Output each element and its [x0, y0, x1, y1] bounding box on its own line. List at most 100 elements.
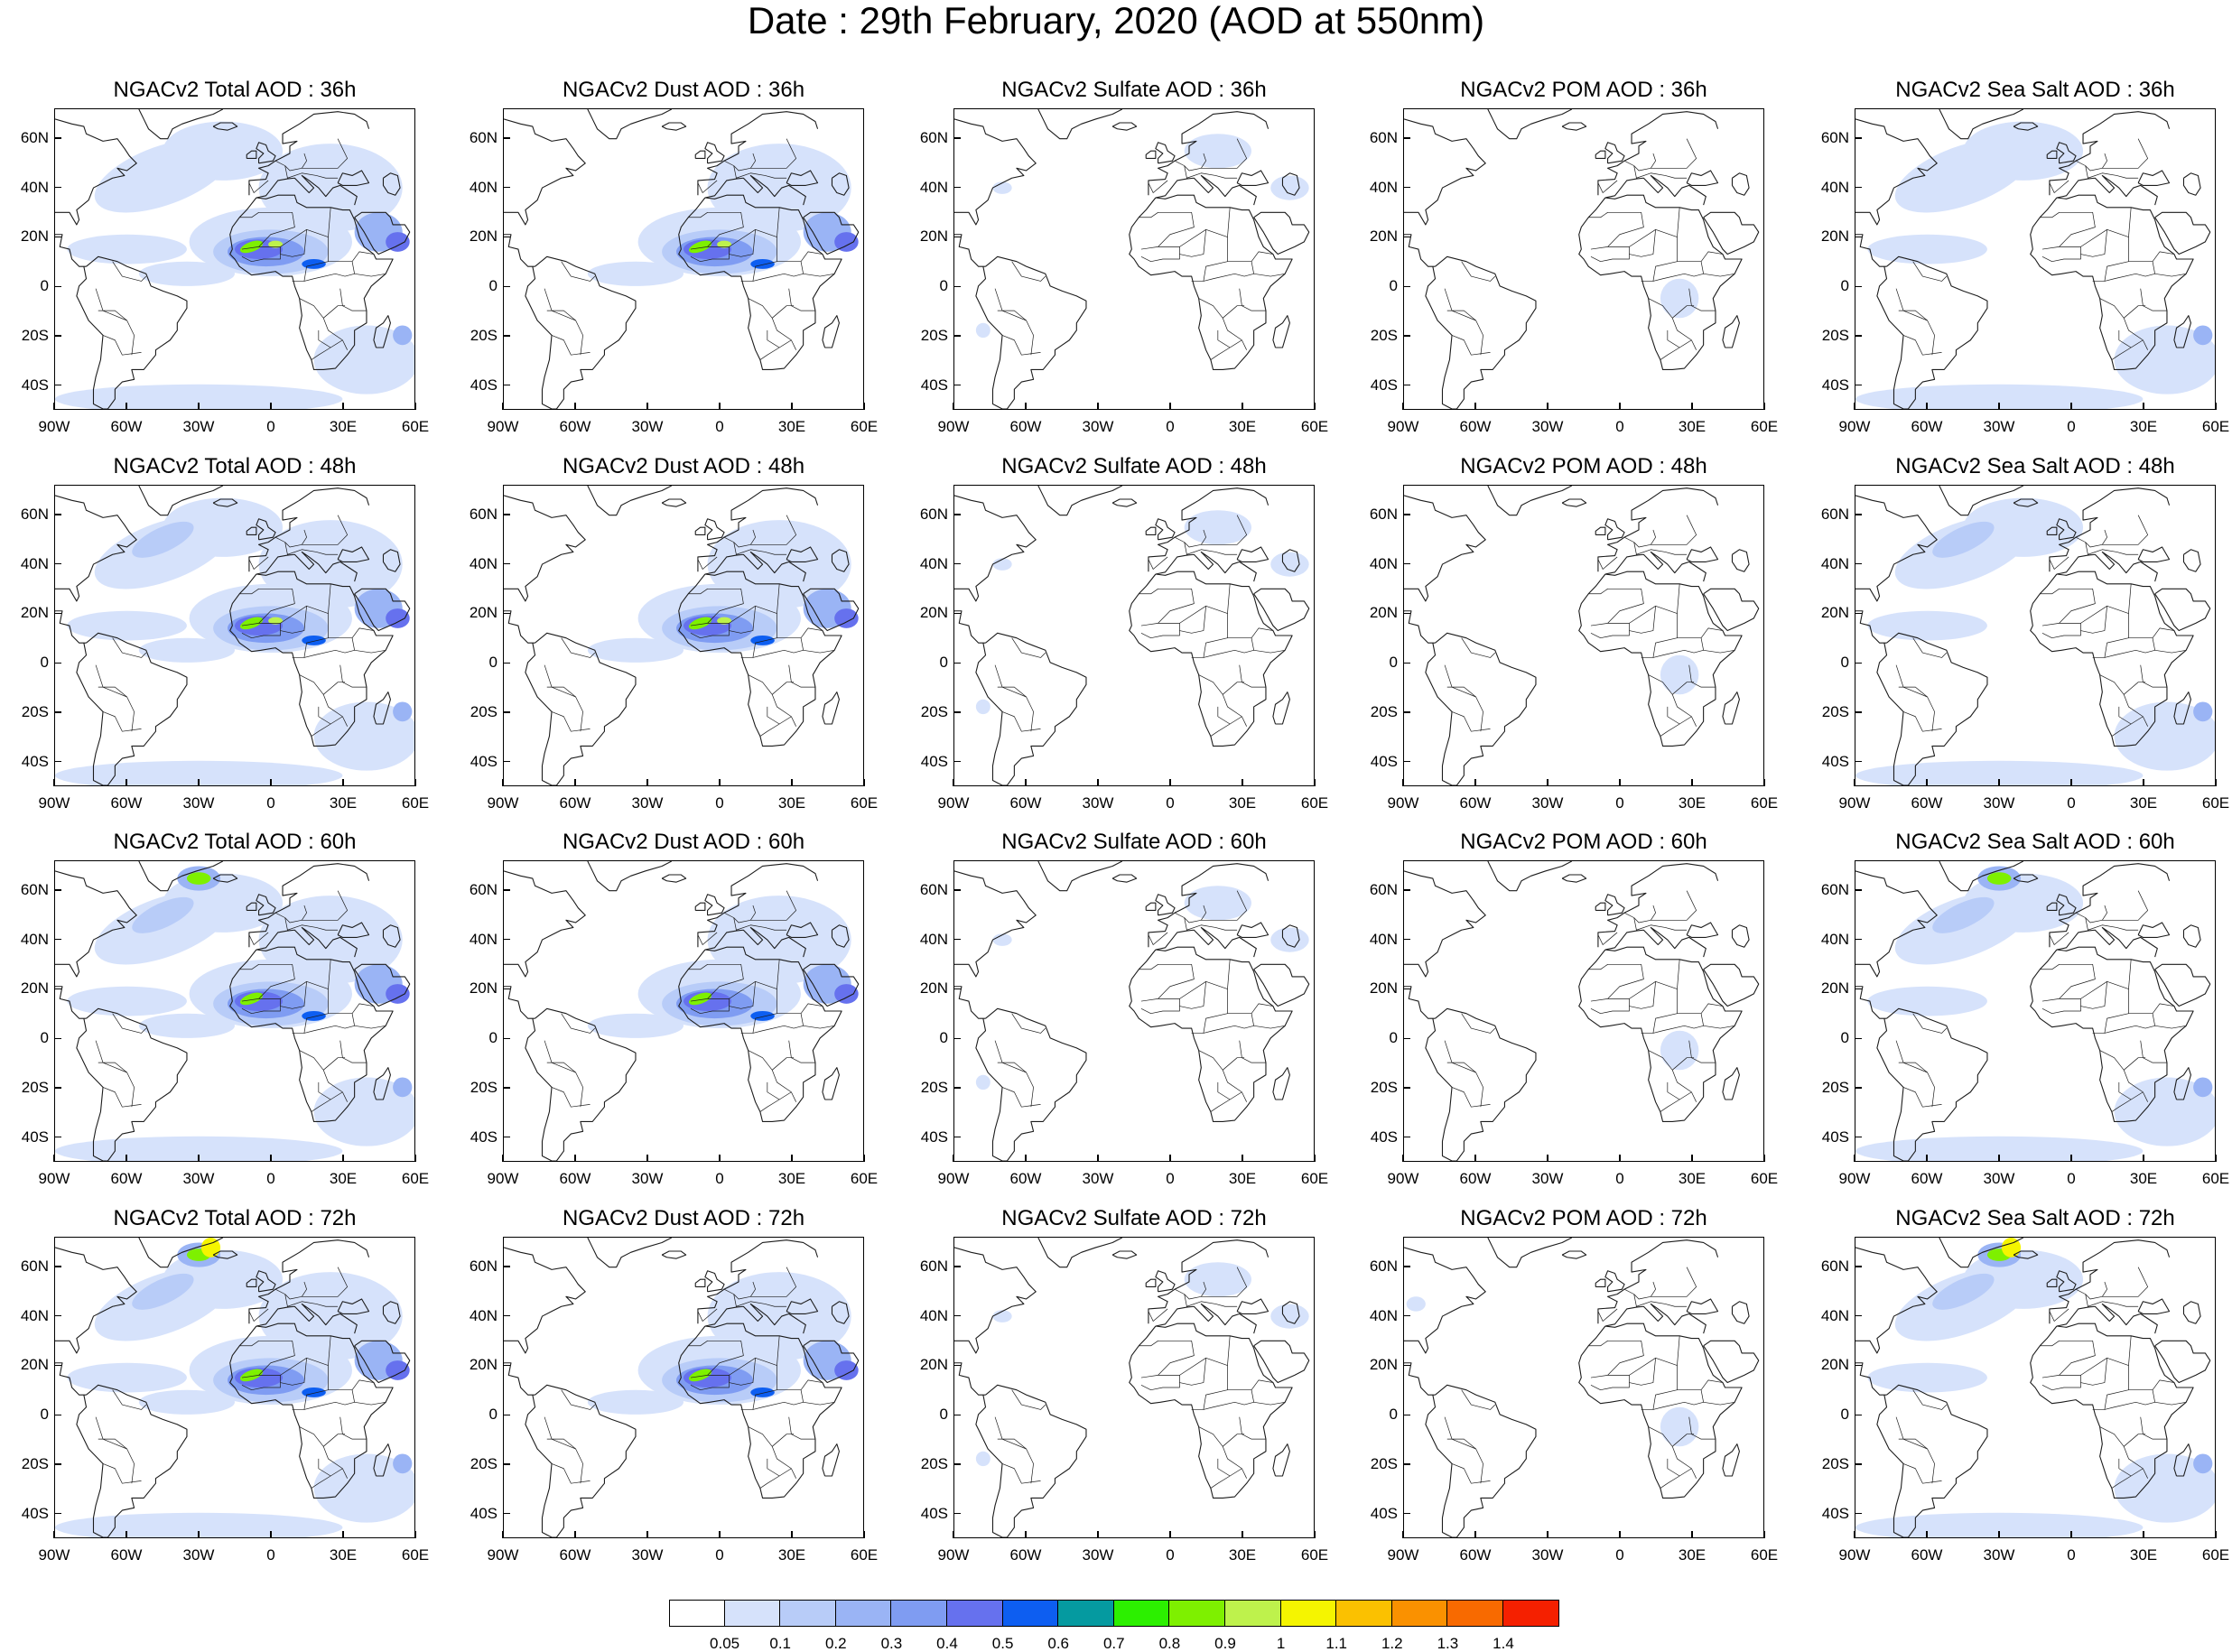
coastline — [752, 1401, 804, 1410]
seasalt-storm — [1932, 1273, 1995, 1310]
latitude-label: 20S — [1370, 326, 1398, 344]
coastline — [1446, 310, 1476, 321]
coastline — [2102, 515, 2149, 545]
seasalt-storm — [1932, 521, 1995, 558]
coastline — [1876, 632, 1988, 785]
latitude-tick — [503, 1513, 510, 1515]
coastline — [274, 1281, 307, 1300]
coastline — [831, 549, 850, 572]
coastline — [587, 1238, 673, 1268]
coastline — [1446, 686, 1476, 698]
latitude-label: 0 — [1389, 1029, 1398, 1047]
coastline — [1253, 588, 1310, 632]
coastline — [544, 1416, 583, 1484]
longitude-tick — [1474, 1531, 1476, 1538]
coastline — [299, 1050, 348, 1102]
coastline — [1446, 1062, 1476, 1073]
dust-mediterranean — [707, 144, 851, 233]
latitude-label: 20S — [1821, 1454, 1849, 1472]
latitude-label: 0 — [1389, 654, 1398, 672]
latitude-label: 20N — [919, 979, 948, 998]
longitude-label: 60W — [559, 794, 591, 812]
latitude-tick — [1855, 988, 1862, 990]
coastline — [239, 1340, 295, 1378]
coastline — [248, 1308, 269, 1322]
coastline — [303, 1025, 355, 1034]
longitude-label: 30W — [631, 1170, 664, 1187]
map-area — [54, 860, 415, 1162]
latitude-tick — [503, 137, 510, 139]
coastline — [1722, 315, 1740, 348]
coastline — [561, 637, 596, 658]
colorbar-label: 0.6 — [1047, 1635, 1069, 1652]
longitude-tick — [863, 1531, 865, 1538]
longitude-tick — [502, 1155, 504, 1162]
coastline — [1191, 1365, 1228, 1410]
latitude-label: 20N — [919, 1356, 948, 1374]
coastline — [299, 1426, 348, 1479]
longitude-tick — [2215, 403, 2217, 410]
coastline — [1281, 172, 1300, 196]
latitude-tick — [503, 1087, 510, 1089]
coastline — [2182, 1301, 2201, 1324]
coastline — [587, 861, 673, 892]
coastline — [2080, 606, 2107, 634]
latitude-label: 40N — [1369, 1306, 1398, 1324]
coastline — [1597, 556, 1618, 570]
dust-sahel — [750, 1387, 775, 1397]
coastline — [2085, 542, 2139, 555]
coastline — [256, 1303, 358, 1334]
longitude-label: 30W — [182, 1546, 215, 1564]
longitude-label: 0 — [715, 418, 724, 435]
coastline — [1444, 288, 1483, 356]
coastline — [1201, 138, 1248, 169]
longitude-tick — [2215, 1155, 2217, 1162]
latitude-tick — [1403, 612, 1410, 615]
coastline — [1155, 1270, 1176, 1293]
coastline — [688, 963, 744, 1002]
longitude-tick — [1025, 1531, 1027, 1538]
dust-arabia-core — [386, 608, 410, 628]
colorbar-label: 0.8 — [1158, 1635, 1181, 1652]
coastline — [2173, 1067, 2191, 1100]
sulfate-peru — [975, 1451, 990, 1467]
dust-atlantic-outflow — [138, 261, 235, 286]
latitude-tick — [54, 1315, 61, 1317]
latitude-label: 60N — [469, 128, 498, 146]
coastline — [694, 526, 706, 536]
coastline — [788, 664, 815, 688]
latitude-label: 40N — [469, 554, 498, 572]
longitude-label: 90W — [1387, 1170, 1419, 1187]
coastline — [1145, 1278, 1157, 1288]
longitude-label: 30E — [329, 794, 358, 812]
coastline — [303, 1401, 355, 1410]
coastline — [1227, 251, 1273, 263]
longitude-tick — [574, 1155, 576, 1162]
coastline — [212, 122, 238, 131]
coastline — [777, 627, 823, 639]
coastline — [2140, 664, 2167, 688]
coastline — [1686, 546, 1719, 562]
map-area — [54, 1237, 415, 1538]
coastline — [778, 339, 792, 348]
coastline — [274, 529, 307, 548]
coastline — [2173, 315, 2191, 348]
coastline — [299, 674, 348, 727]
coastline — [778, 716, 792, 725]
latitude-tick — [1855, 662, 1862, 664]
latitude-label: 40S — [1821, 752, 1849, 770]
latitude-tick — [54, 1037, 61, 1039]
coastline — [1686, 170, 1719, 186]
coastline — [1155, 174, 1257, 206]
coastline — [1731, 1301, 1750, 1324]
map-panel-sulfate: NGACv2 Sulfate AOD : 48h 60N 40N 20N 0 20S 40S… — [899, 454, 1328, 830]
longitude-label: 60W — [1459, 1546, 1492, 1564]
coastline — [2137, 170, 2171, 186]
coastline — [2085, 1294, 2139, 1307]
coastline — [2075, 153, 2107, 172]
coastline — [2104, 1401, 2155, 1410]
coastline — [704, 142, 725, 164]
coastline — [2013, 498, 2039, 507]
coastline — [778, 1468, 792, 1477]
latitude-label: 60N — [919, 880, 948, 898]
